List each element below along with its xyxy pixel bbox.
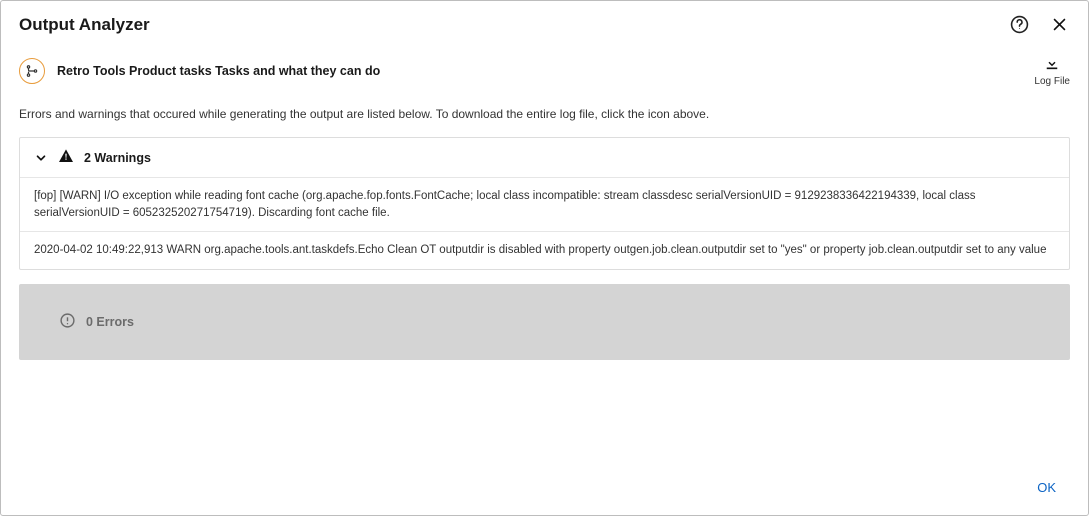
- errors-header[interactable]: 0 Errors: [19, 306, 1070, 338]
- warnings-header[interactable]: 2 Warnings: [20, 138, 1069, 177]
- errors-count-label: 0 Errors: [86, 315, 134, 329]
- subject-title: Retro Tools Product tasks Tasks and what…: [57, 64, 380, 78]
- titlebar-actions: [1008, 13, 1070, 36]
- download-log-button[interactable]: Log File: [1034, 54, 1070, 87]
- errors-panel: 0 Errors: [19, 284, 1070, 360]
- chevron-down-icon: [34, 151, 48, 165]
- warning-icon: [58, 148, 74, 167]
- download-icon: [1043, 54, 1061, 72]
- help-icon: [1010, 15, 1029, 34]
- description-text: Errors and warnings that occured while g…: [19, 107, 1070, 121]
- warnings-count-label: 2 Warnings: [84, 151, 151, 165]
- warning-row: [fop] [WARN] I/O exception while reading…: [20, 177, 1069, 231]
- help-button[interactable]: [1008, 13, 1031, 36]
- footer: OK: [1, 464, 1088, 515]
- titlebar: Output Analyzer: [1, 1, 1088, 46]
- subject-left: Retro Tools Product tasks Tasks and what…: [19, 58, 380, 84]
- close-button[interactable]: [1049, 14, 1070, 35]
- output-analyzer-dialog: Output Analyzer Retro Tools Product task…: [0, 0, 1089, 516]
- warning-row: 2020-04-02 10:49:22,913 WARN org.apache.…: [20, 231, 1069, 269]
- ok-button[interactable]: OK: [1027, 474, 1066, 501]
- subject-row: Retro Tools Product tasks Tasks and what…: [19, 54, 1070, 87]
- error-icon: [59, 312, 76, 332]
- dialog-title: Output Analyzer: [19, 15, 150, 35]
- warnings-panel: 2 Warnings [fop] [WARN] I/O exception wh…: [19, 137, 1070, 270]
- close-icon: [1051, 16, 1068, 33]
- logfile-label: Log File: [1034, 76, 1070, 87]
- task-icon: [19, 58, 45, 84]
- content-area: Retro Tools Product tasks Tasks and what…: [1, 46, 1088, 464]
